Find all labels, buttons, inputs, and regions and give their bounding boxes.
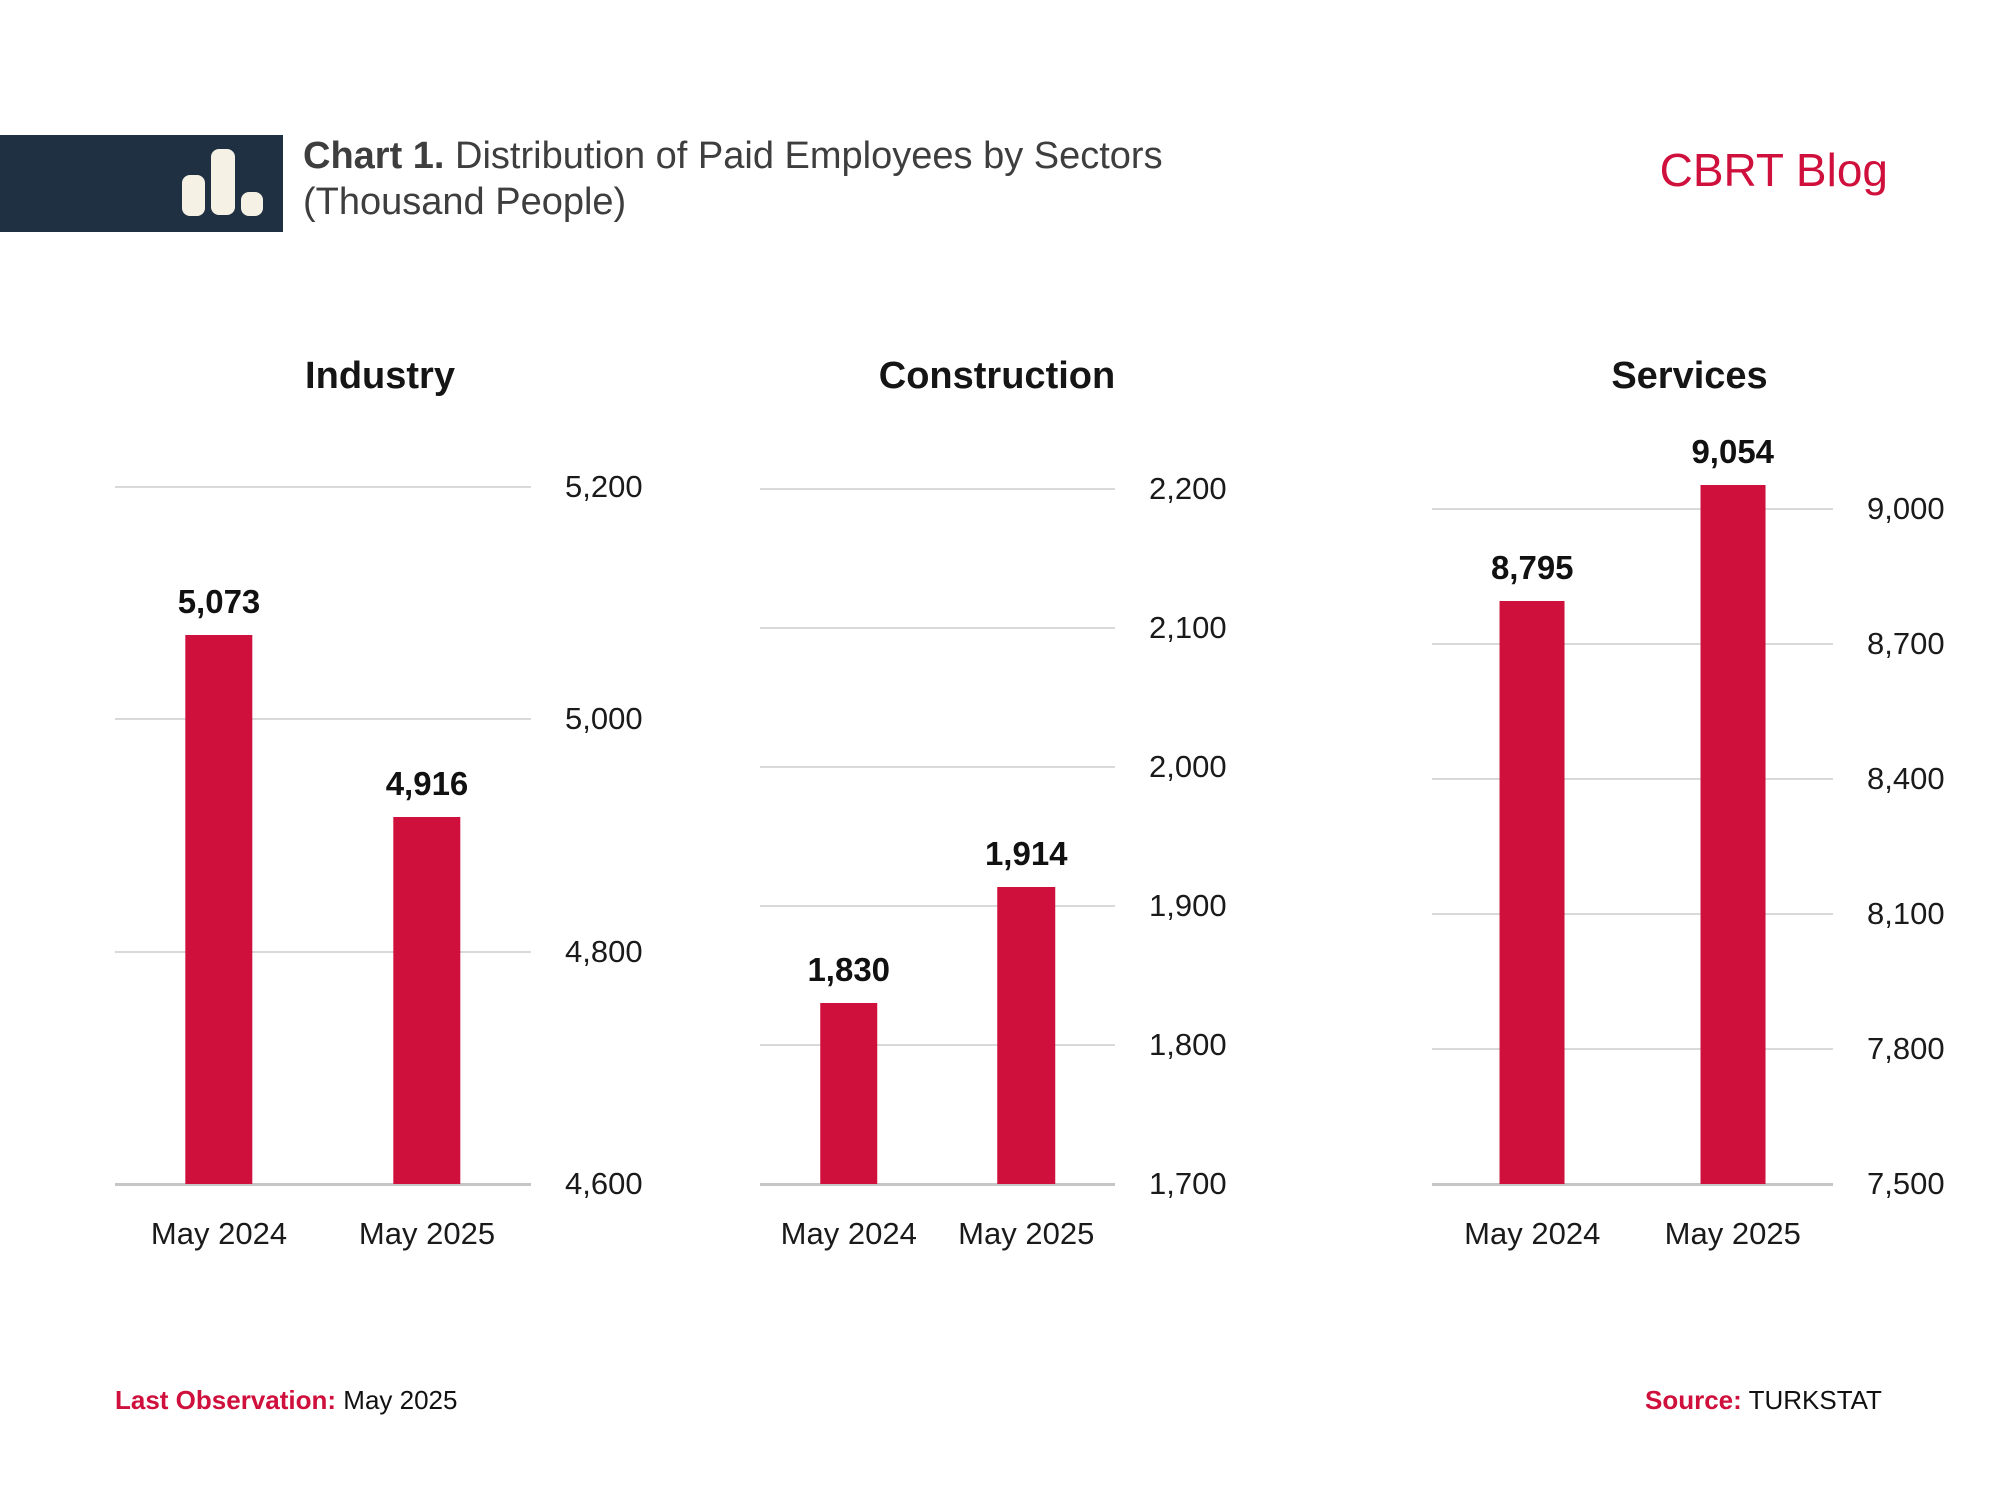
gridline (1432, 778, 1833, 780)
x-axis-baseline (115, 1183, 531, 1186)
chart-construction-xaxis: May 2024 May 2025 (760, 1216, 1115, 1256)
x-axis-label-may-2025: May 2025 (958, 1216, 1095, 1251)
y-tick-label: 5,200 (565, 469, 643, 504)
chart-services-title: Services (1611, 355, 1768, 397)
page-title-line1: Chart 1. Distribution of Paid Employees … (303, 133, 1163, 179)
chart-services-plot: 9,000 8,700 8,400 8,100 7,800 7,500 8,795 9,054 (1432, 433, 1945, 1201)
cbrt-blog-wordmark: CBRT Blog (1659, 144, 1888, 196)
y-tick-label: 2,100 (1149, 610, 1227, 645)
gridline (760, 627, 1115, 629)
y-tick-label: 5,000 (565, 701, 643, 737)
source-note: Source: TURKSTAT (1645, 1384, 1882, 1416)
last-observation-note: Last Observation: May 2025 (115, 1384, 457, 1416)
y-tick-label: 4,600 (565, 1166, 643, 1201)
chart-industry-xaxis: May 2024 May 2025 (115, 1216, 531, 1256)
y-tick-label: 8,400 (1867, 761, 1945, 796)
chart-title-text: Distribution of Paid Employees by Sector… (444, 135, 1163, 177)
bar-may-2025 (997, 886, 1055, 1184)
bar-may-2024 (1499, 601, 1565, 1184)
chart-industry-plot: 5,200 5,000 4,800 4,600 5,073 4,916 (115, 469, 643, 1201)
bar-chart-icon-bar (182, 175, 205, 216)
bar-may-2024 (185, 634, 253, 1184)
x-axis-label-may-2025: May 2025 (358, 1216, 496, 1251)
page-title-line2: (Thousand People) (303, 181, 627, 223)
x-axis-baseline (1432, 1183, 1833, 1186)
x-axis-label-may-2024: May 2024 (780, 1216, 917, 1251)
bar-value-label-may-2025: 1,914 (984, 834, 1068, 872)
bar-chart-icon-bar (211, 149, 235, 215)
y-tick-label: 4,800 (565, 933, 643, 969)
bar-may-2024 (820, 1003, 878, 1184)
y-tick-label: 7,500 (1867, 1166, 1945, 1201)
gridline (1432, 643, 1833, 645)
gridline (760, 905, 1115, 907)
bar-chart-icon-bar (241, 192, 263, 216)
y-tick-label: 2,200 (1149, 471, 1227, 506)
bar-value-label-may-2024: 1,830 (807, 951, 891, 989)
x-axis-label-may-2025: May 2025 (1664, 1216, 1801, 1251)
y-tick-label: 7,800 (1867, 1031, 1945, 1066)
x-axis-label-may-2024: May 2024 (1464, 1216, 1601, 1251)
chart-construction-title: Construction (878, 355, 1116, 397)
source-label: Source: (1645, 1385, 1742, 1415)
y-tick-label: 9,000 (1867, 491, 1945, 526)
bar-value-label-may-2024: 5,073 (177, 582, 261, 620)
source-value: TURKSTAT (1748, 1385, 1882, 1415)
bar-may-2025 (1700, 484, 1766, 1184)
gridline (1432, 508, 1833, 510)
y-tick-label: 8,100 (1867, 896, 1945, 931)
y-tick-label: 2,000 (1149, 749, 1227, 784)
bar-value-label-may-2024: 8,795 (1490, 549, 1574, 587)
gridline (115, 486, 531, 488)
gridline (115, 950, 531, 953)
last-observation-label: Last Observation: (115, 1385, 337, 1415)
bar-value-label-may-2025: 9,054 (1691, 432, 1775, 470)
page-title: Chart 1. Distribution of Paid Employees … (303, 133, 1163, 225)
bar-may-2025 (393, 816, 461, 1184)
last-observation-value: May 2025 (343, 1385, 458, 1415)
y-tick-label: 1,900 (1149, 888, 1227, 923)
gridline (1432, 1048, 1833, 1050)
x-axis-baseline (760, 1183, 1115, 1186)
chart-number: Chart 1. (303, 135, 445, 177)
gridline (760, 1044, 1115, 1046)
y-tick-label: 8,700 (1867, 626, 1945, 661)
gridline (760, 488, 1115, 490)
y-tick-label: 1,700 (1149, 1166, 1227, 1201)
chart-services-xaxis: May 2024 May 2025 (1432, 1216, 1833, 1256)
chart-construction-plot: 2,200 2,100 2,000 1,900 1,800 1,700 1,830 1,914 (760, 471, 1227, 1201)
gridline (115, 718, 531, 721)
cbrt-logo (0, 135, 283, 232)
y-tick-label: 1,800 (1149, 1027, 1227, 1062)
bar-chart-icon (0, 135, 283, 232)
chart-industry-title: Industry (305, 355, 455, 397)
bar-value-label-may-2025: 4,916 (385, 764, 469, 802)
x-axis-label-may-2024: May 2024 (150, 1216, 288, 1251)
gridline (760, 766, 1115, 768)
gridline (1432, 913, 1833, 915)
